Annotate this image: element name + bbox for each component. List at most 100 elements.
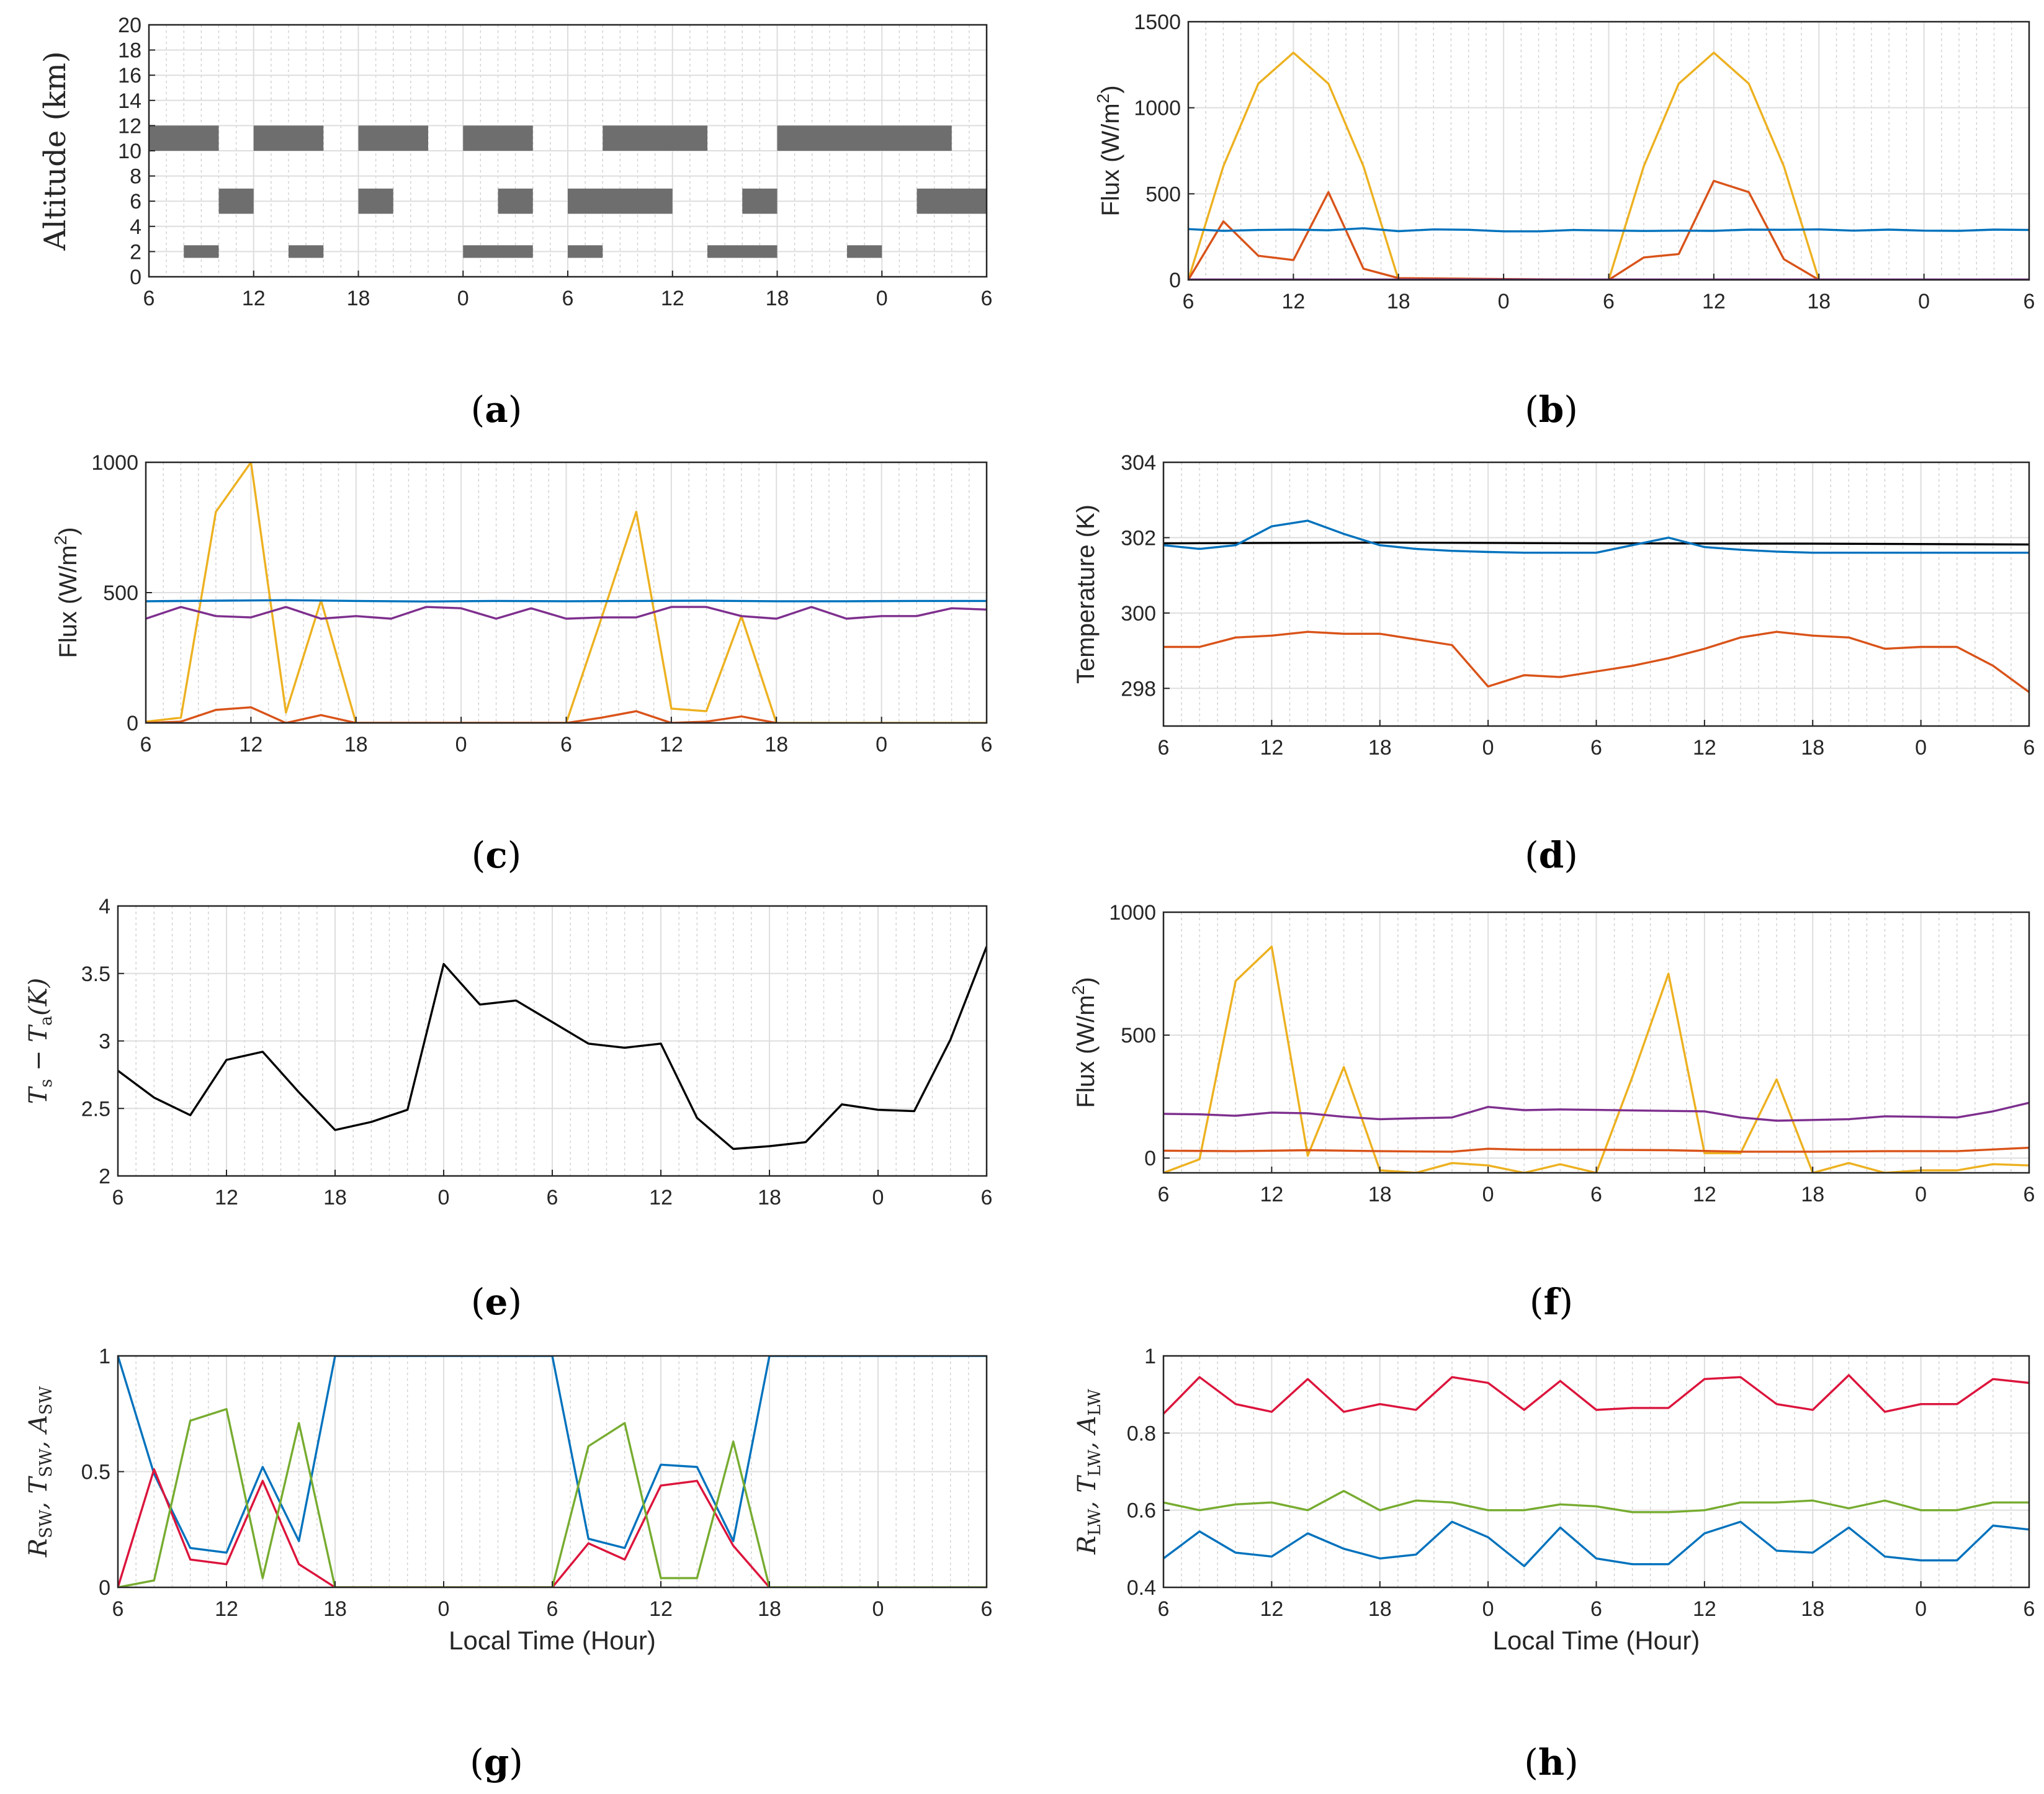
y-tick-label: 304: [1121, 451, 1156, 475]
x-tick-label: 18: [323, 1597, 347, 1621]
series-line-orange: [1163, 630, 2029, 693]
x-tick-label: 12: [649, 1597, 673, 1621]
series-group: [1163, 945, 2029, 1173]
series-line-green: [118, 1408, 987, 1587]
series-line-red: [118, 1468, 771, 1587]
x-tick-label: 18: [1807, 290, 1831, 313]
panel-label: (b): [1525, 388, 1578, 431]
y-tick-label: 4: [130, 215, 141, 239]
y-tick-label: 500: [103, 581, 138, 605]
y-tick-label: 0.8: [1127, 1422, 1156, 1445]
cloud-block: [917, 188, 987, 214]
x-tick-label: 12: [215, 1186, 238, 1209]
x-tick-label: 18: [1801, 1183, 1824, 1206]
x-tick-label: 12: [1693, 1597, 1716, 1621]
cloud-block: [358, 188, 393, 214]
grid: [1163, 912, 2029, 1173]
x-tick-label: 6: [562, 287, 574, 310]
y-tick-label: 302: [1121, 526, 1156, 550]
cloud-block: [253, 125, 324, 151]
y-tick-label: 12: [118, 114, 141, 138]
y-tick-label: 3: [99, 1030, 110, 1054]
x-tick-label: 0: [1915, 736, 1927, 760]
y-tick-label: 1000: [1109, 901, 1156, 925]
y-tick-label: 1: [1144, 1345, 1156, 1368]
x-tick-label: 0: [1482, 1183, 1494, 1206]
y-tick-label: 6: [130, 190, 141, 213]
cloud-block: [463, 245, 533, 258]
y-tick-label: 2: [130, 240, 141, 264]
grid: [118, 906, 987, 1176]
y-tick-label: 1000: [1134, 97, 1181, 120]
series-line-purple: [1163, 1101, 2029, 1122]
y-tick-label: 20: [118, 14, 141, 37]
x-tick-label: 0: [872, 1186, 884, 1209]
y-tick-label: 0.4: [1127, 1576, 1156, 1600]
panel-label: (h): [1524, 1741, 1578, 1783]
x-tick-label: 0: [872, 1597, 884, 1621]
series-line-purple: [146, 606, 987, 620]
x-tick-label: 12: [1260, 1597, 1283, 1621]
cloud-block: [184, 245, 219, 258]
y-tick-label: 298: [1121, 677, 1156, 701]
x-tick-label: 6: [1590, 1183, 1602, 1206]
series-line-blue: [146, 599, 987, 603]
cloud-block: [149, 125, 219, 151]
y-tick-label: 500: [1145, 182, 1181, 206]
cloud-block: [603, 125, 707, 151]
x-tick-label: 6: [981, 287, 993, 310]
x-tick-label: 6: [560, 733, 572, 756]
x-tick-label: 6: [140, 733, 152, 756]
series-group: [1163, 519, 2029, 693]
cloud-block: [568, 245, 603, 258]
x-tick-label: 18: [1387, 290, 1410, 313]
x-tick-label: 6: [1158, 1597, 1170, 1621]
series-group: [118, 946, 987, 1150]
x-tick-label: 12: [1693, 736, 1716, 760]
x-tick-label: 0: [1482, 736, 1494, 760]
x-tick-label: 18: [1368, 1597, 1392, 1621]
y-axis-label: Ts − Ta(K): [24, 978, 56, 1104]
x-tick-label: 6: [981, 733, 993, 756]
y-tick-label: 500: [1121, 1024, 1156, 1047]
y-tick-label: 14: [118, 89, 141, 113]
grid: [1188, 22, 2029, 280]
x-tick-label: 18: [347, 287, 370, 310]
x-tick-label: 18: [766, 287, 789, 310]
cloud-blocks: [149, 125, 1021, 258]
x-tick-label: 0: [1482, 1597, 1494, 1621]
x-tick-label: 18: [323, 1186, 347, 1209]
y-tick-label: 0: [130, 266, 141, 289]
y-tick-label: 3.5: [81, 962, 110, 986]
cloud-block: [777, 125, 952, 151]
series-line-yellow: [1188, 52, 1820, 280]
x-tick-label: 6: [143, 287, 155, 310]
y-tick-label: 2.5: [81, 1097, 110, 1121]
x-tick-label: 6: [981, 1597, 993, 1621]
series-line-blue: [118, 1356, 987, 1554]
x-tick-label: 6: [112, 1597, 124, 1621]
y-tick-label: 0.6: [1127, 1499, 1156, 1523]
x-tick-label: 18: [344, 733, 368, 756]
series-group: [146, 462, 987, 723]
series-line-yellow: [1163, 945, 2029, 1173]
x-tick-label: 12: [215, 1597, 238, 1621]
x-tick-label: 6: [2024, 1183, 2035, 1206]
y-axis-label: Flux (W/m2): [1069, 977, 1100, 1108]
cloud-block: [987, 245, 1021, 258]
series-line-blue: [1163, 1520, 2029, 1568]
x-tick-label: 6: [981, 1186, 993, 1209]
cloud-block: [568, 188, 673, 214]
y-tick-label: 0.5: [81, 1461, 110, 1484]
x-tick-label: 18: [1801, 736, 1824, 760]
y-tick-label: 8: [130, 165, 141, 189]
x-tick-label: 0: [457, 287, 469, 310]
y-tick-label: 300: [1121, 602, 1156, 626]
series-line-black: [118, 946, 987, 1150]
cloud-block: [463, 125, 533, 151]
y-tick-label: 1000: [91, 451, 138, 475]
